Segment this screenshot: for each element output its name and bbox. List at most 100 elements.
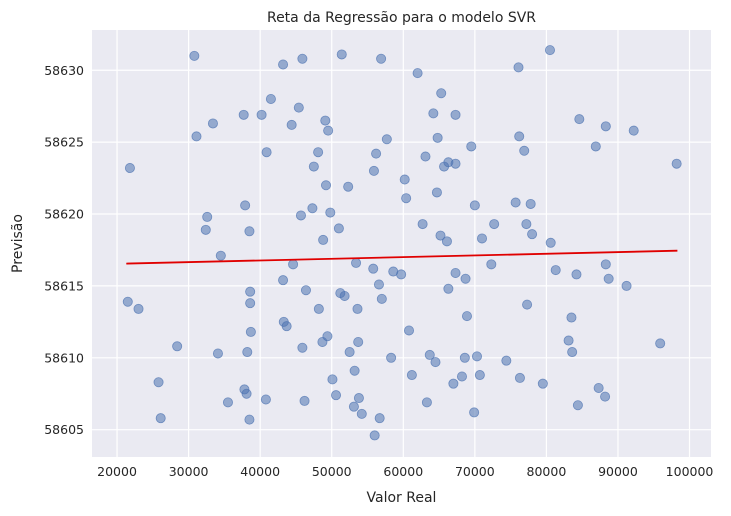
data-point (443, 283, 454, 294)
data-point (514, 131, 525, 142)
x-tick-label: 100000 (666, 464, 714, 479)
data-point (122, 296, 133, 307)
data-point (456, 371, 467, 382)
data-point (435, 230, 446, 241)
data-point (368, 165, 379, 176)
data-point (281, 321, 292, 332)
data-point (574, 114, 585, 125)
data-point (293, 102, 304, 113)
data-point (430, 357, 441, 368)
data-point (510, 197, 521, 208)
data-point (349, 365, 360, 376)
data-point (352, 303, 363, 314)
y-tick-label: 58610 (44, 350, 84, 365)
data-point (396, 269, 407, 280)
data-point (544, 45, 555, 56)
data-point (600, 391, 611, 402)
data-point (212, 348, 223, 359)
data-point (600, 259, 611, 270)
data-point (300, 285, 311, 296)
x-tick-label: 40000 (240, 464, 280, 479)
data-point (325, 207, 336, 218)
data-point (339, 290, 350, 301)
data-point (671, 158, 682, 169)
data-point (525, 198, 536, 209)
data-point (450, 158, 461, 169)
data-point (318, 234, 329, 245)
y-axis-label: Previsão (10, 214, 26, 273)
data-point (412, 68, 423, 79)
data-point (256, 109, 267, 120)
y-gridlines (92, 69, 711, 431)
data-point (200, 224, 211, 235)
data-point (320, 115, 331, 126)
data-point (242, 347, 253, 358)
regression-line-layer (126, 249, 678, 265)
data-point (245, 286, 256, 297)
data-point (244, 414, 255, 425)
data-point (519, 145, 530, 156)
data-point (448, 378, 459, 389)
data-point (461, 311, 472, 322)
scatter-points (122, 45, 682, 441)
data-point (436, 88, 447, 99)
data-point (441, 236, 452, 247)
data-point (207, 118, 218, 129)
data-point (424, 349, 435, 360)
data-point (308, 161, 319, 172)
data-point (527, 229, 538, 240)
data-point (215, 250, 226, 261)
regression-line (126, 249, 678, 265)
data-point (571, 269, 582, 280)
data-point (297, 342, 308, 353)
data-point (313, 147, 324, 158)
data-point (288, 259, 299, 270)
data-point (368, 263, 379, 274)
data-point (353, 336, 364, 347)
data-point (353, 393, 364, 404)
data-point (295, 210, 306, 221)
data-point (432, 132, 443, 143)
data-point (344, 347, 355, 358)
data-point (373, 279, 384, 290)
data-point (421, 397, 432, 408)
data-point (628, 125, 639, 136)
data-point (336, 49, 347, 60)
data-point (323, 125, 334, 136)
data-point (459, 352, 470, 363)
data-point (245, 298, 256, 309)
data-point (477, 233, 488, 244)
data-point (278, 275, 289, 286)
data-point (489, 219, 500, 230)
x-tick-label: 70000 (455, 464, 495, 479)
data-point (404, 325, 415, 336)
data-point (307, 203, 318, 214)
data-point (322, 331, 333, 342)
data-point (369, 430, 380, 441)
data-point (514, 372, 525, 383)
data-point (153, 377, 164, 388)
data-point (356, 408, 367, 419)
y-tick-label: 58630 (44, 63, 84, 78)
data-point (600, 121, 611, 132)
x-tick-label: 50000 (312, 464, 352, 479)
y-tick-label: 58620 (44, 207, 84, 222)
data-point (567, 347, 578, 358)
data-point (450, 267, 461, 278)
data-point (348, 401, 359, 412)
data-point (376, 53, 387, 64)
data-point (406, 370, 417, 381)
data-point (486, 259, 497, 270)
data-point (245, 326, 256, 337)
data-point (260, 394, 271, 405)
y-tick-label: 58605 (44, 422, 84, 437)
data-point (297, 53, 308, 64)
data-point (376, 293, 387, 304)
x-tick-labels: 20000 30000 40000 50000 60000 70000 80000 90000… (97, 464, 713, 479)
data-point (261, 147, 272, 158)
data-point (590, 141, 601, 152)
data-point (521, 219, 532, 230)
data-point (420, 151, 431, 162)
data-point (572, 400, 583, 411)
data-point (603, 273, 614, 284)
